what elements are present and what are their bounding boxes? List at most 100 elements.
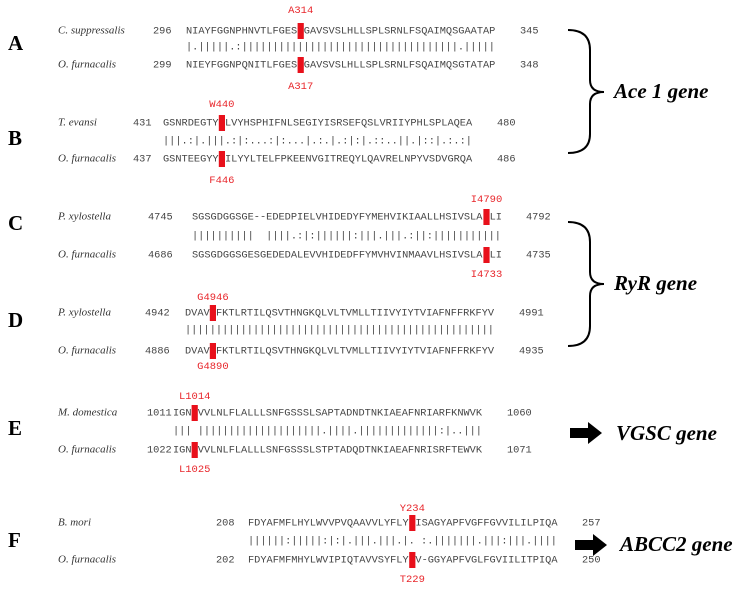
panel-label: E bbox=[8, 416, 22, 440]
end-position: 348 bbox=[520, 60, 539, 72]
brackets bbox=[567, 29, 605, 347]
arrow bbox=[575, 534, 607, 556]
gene-name: RyR gene bbox=[613, 271, 697, 295]
sequence: GAVSVSLHLLSPLSRNLFSQAIMQSGAATAP bbox=[304, 26, 496, 38]
site-label: L1025 bbox=[179, 464, 211, 476]
match-line: ||||||||||||||||||||||||||||||||||||||||… bbox=[185, 325, 494, 337]
site-label: Y234 bbox=[400, 503, 425, 515]
site-label: A314 bbox=[288, 5, 313, 17]
site-label: G4890 bbox=[197, 361, 229, 373]
match-line: |||.:|.|||.:|:...:|:...|.:.|.:|:|.::..||… bbox=[163, 136, 472, 148]
sequence: NIAYFGGNPHNVTLFGES bbox=[186, 26, 297, 38]
site-label: I4790 bbox=[471, 194, 503, 206]
sequence: GSNRDEGTY bbox=[163, 118, 219, 130]
match-line: ||||||:|||||:|:|.|||.|||.|. :.|||||||.||… bbox=[248, 536, 557, 548]
end-position: 250 bbox=[582, 555, 601, 567]
sequence: VVLNLFLALLLSNFGSSSLSAPTADNDTNKIAEAFNRIAR… bbox=[198, 408, 483, 420]
sequence: ISAGYAPFVGFFGVVILILPIQA bbox=[415, 518, 558, 530]
species: C. suppressalis bbox=[58, 25, 125, 37]
start-position: 4686 bbox=[148, 250, 173, 262]
start-position: 296 bbox=[153, 26, 172, 38]
sequence: ILYYLTELFPKEENVGITREQYLQAVRELNPYVSDVGRQA bbox=[225, 154, 473, 166]
highlight bbox=[297, 57, 304, 73]
site-label: F446 bbox=[209, 175, 234, 187]
end-position: 486 bbox=[497, 154, 516, 166]
end-position: 1060 bbox=[507, 408, 532, 420]
start-position: 4886 bbox=[145, 346, 170, 358]
highlight bbox=[483, 209, 490, 225]
site-label: G4946 bbox=[197, 292, 229, 304]
match-line: ||| ||||||||||||||||||||.||||.||||||||||… bbox=[173, 426, 482, 438]
sequence: SGSGDGGSGE--EDEDPIELVHIDEDYFYMEHVIKIAALL… bbox=[192, 212, 483, 224]
highlight bbox=[409, 552, 416, 568]
panel-label: B bbox=[8, 126, 22, 150]
species: O. furnacalis bbox=[58, 554, 116, 566]
sequence: FDYAFMFLHYLWVVPVQAAVVLYFLY bbox=[248, 518, 409, 530]
species: P. xylostella bbox=[57, 307, 111, 319]
sequence: FKTLRTILQSVTHNGKQLVLTVMLLTIIVYIYTVIAFNFF… bbox=[216, 346, 495, 358]
sequence: FKTLRTILQSVTHNGKQLVLTVMLLTIIVYIYTVIAFNFF… bbox=[216, 308, 495, 320]
gene-name: ABCC2 gene bbox=[618, 532, 733, 556]
highlight bbox=[191, 405, 198, 421]
sequence: IGN bbox=[173, 408, 192, 420]
start-position: 1011 bbox=[147, 408, 172, 420]
sequence: FDYAFMFMHYLWVIPIQTAVVSYFLY bbox=[248, 555, 409, 567]
sequence: GAVSVSLHLLSPLSRNLFSQAIMQSGTATAP bbox=[304, 60, 496, 72]
species: B. mori bbox=[58, 517, 91, 529]
sequence: NIEYFGGNPQNITLFGES bbox=[186, 60, 297, 72]
end-position: 345 bbox=[520, 26, 539, 38]
arrow bbox=[570, 422, 602, 444]
highlight bbox=[209, 305, 216, 321]
site-label: W440 bbox=[209, 99, 234, 111]
sequence: VVLNLFLALLLSNFGSSSLSTPTADQDTNKIAEAFNRISR… bbox=[198, 445, 483, 457]
site-label: A317 bbox=[288, 81, 313, 93]
sequence: LVYHSPHIFNLSEGIYISRSEFQSLVRIIYPHLSPLAQEA bbox=[225, 118, 473, 130]
highlight bbox=[409, 515, 416, 531]
sequence: V-GGYAPFVGLFGVIILITPIQA bbox=[415, 555, 558, 567]
start-position: 4745 bbox=[148, 212, 173, 224]
gene-name: Ace 1 gene bbox=[612, 79, 708, 103]
start-position: 4942 bbox=[145, 308, 170, 320]
match-line: |.|||||.:|||||||||||||||||||||||||||||||… bbox=[186, 42, 495, 54]
brace bbox=[567, 221, 605, 347]
panel-label: A bbox=[8, 31, 24, 55]
species: T. evansi bbox=[58, 117, 97, 129]
species: O. furnacalis bbox=[58, 249, 116, 261]
species: O. furnacalis bbox=[58, 345, 116, 357]
highlight bbox=[191, 442, 198, 458]
end-position: 4935 bbox=[519, 346, 544, 358]
highlight bbox=[209, 343, 216, 359]
panel-label: C bbox=[8, 211, 23, 235]
sequence: SGSGDGGSGESGEDEDALEVVHIDEDFFYMVHVINMAAVL… bbox=[192, 250, 483, 262]
sequence: IGN bbox=[173, 445, 192, 457]
start-position: 299 bbox=[153, 60, 172, 72]
start-position: 431 bbox=[133, 118, 152, 130]
start-position: 1022 bbox=[147, 445, 172, 457]
species: O. furnacalis bbox=[58, 59, 116, 71]
species: P. xylostella bbox=[57, 211, 111, 223]
site-label: T229 bbox=[400, 574, 425, 586]
site-label: L1014 bbox=[179, 391, 211, 403]
highlight bbox=[297, 23, 304, 39]
panel-label: D bbox=[8, 308, 23, 332]
species: O. furnacalis bbox=[58, 153, 116, 165]
start-position: 208 bbox=[216, 518, 235, 530]
sequence: GSNTEEGYY bbox=[163, 154, 219, 166]
start-position: 202 bbox=[216, 555, 235, 567]
panel-label: F bbox=[8, 528, 21, 552]
sequence: LI bbox=[490, 250, 502, 262]
end-position: 257 bbox=[582, 518, 601, 530]
gene-name: VGSC gene bbox=[616, 421, 717, 445]
site-label: I4733 bbox=[471, 269, 503, 281]
sequence: LI bbox=[490, 212, 502, 224]
end-position: 4735 bbox=[526, 250, 551, 262]
end-position: 4792 bbox=[526, 212, 551, 224]
species: O. furnacalis bbox=[58, 444, 116, 456]
match-line: |||||||||| ||||.:|:||||||:|||.|||.:||:||… bbox=[192, 231, 501, 243]
end-position: 4991 bbox=[519, 308, 544, 320]
highlight bbox=[483, 247, 490, 263]
brace bbox=[567, 29, 605, 154]
highlight bbox=[218, 115, 225, 131]
highlight bbox=[218, 151, 225, 167]
